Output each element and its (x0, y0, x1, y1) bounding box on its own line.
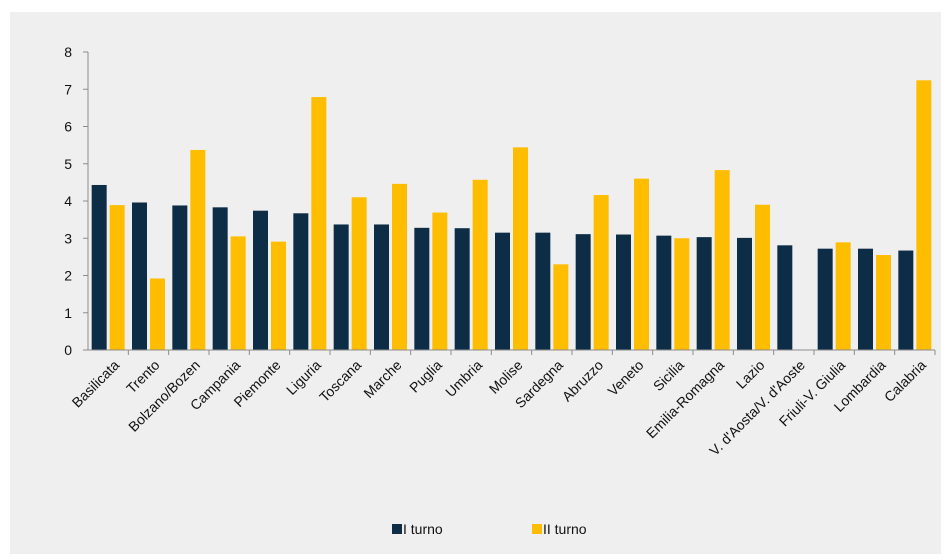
y-tick-label: 2 (64, 268, 72, 284)
y-tick-label: 6 (64, 119, 72, 135)
x-tick-label: Toscana (316, 357, 364, 405)
bar-i-turno-puglia (414, 227, 430, 350)
y-tick-label: 1 (64, 305, 72, 321)
bar-i-turno-toscana (333, 224, 349, 350)
bar-i-turno-bolzano-bozen (172, 205, 188, 350)
bar-ii-turno-calabria (916, 80, 932, 350)
bar-i-turno-lombardia (858, 248, 873, 350)
bar-i-turno-campania (212, 207, 228, 350)
x-tick-label: Marche (360, 357, 404, 401)
x-tick-label: Bolzano/Bozen (125, 357, 203, 435)
bar-i-turno-emilia-romagna (696, 237, 712, 350)
x-tick-label: Calabria (881, 357, 929, 405)
bar-i-turno-calabria (898, 250, 914, 350)
x-tick-label: Veneto (604, 357, 646, 399)
bar-i-turno-abruzzo (575, 234, 591, 350)
y-tick-label: 7 (64, 81, 72, 97)
bar-ii-turno-umbria (472, 179, 488, 350)
bar-i-turno-umbria (454, 228, 470, 350)
legend-label: I turno (403, 521, 443, 537)
y-tick-label: 4 (64, 193, 72, 209)
x-tick-label: Sicilia (650, 357, 687, 394)
bar-ii-turno-molise (513, 147, 528, 350)
x-tick-label: Puglia (406, 357, 445, 396)
bar-i-turno-molise (495, 232, 510, 350)
x-axis: Basilicata TrentoBolzano/BozenCampaniaPie… (69, 349, 936, 459)
bar-ii-turno-emilia-romagna (714, 170, 730, 350)
legend-label: II turno (543, 521, 587, 537)
y-tick-label: 8 (64, 44, 72, 60)
bar-chart: 0 1 2 3 4 5 6 7 8 Basilicata TrentoBolzano/BozenC… (64, 44, 936, 537)
bar-i-turno-veneto (616, 234, 631, 350)
x-tick-label: Umbria (442, 357, 485, 400)
bar-ii-turno-liguria (311, 97, 327, 350)
bar-ii-turno-trento (150, 278, 165, 350)
bar-ii-turno-puglia (432, 212, 448, 350)
bar-ii-turno-basilicata (109, 205, 125, 350)
bar-ii-turno-toscana (351, 197, 367, 350)
y-axis: 0 1 2 3 4 5 6 7 8 (64, 44, 89, 358)
bar-i-turno-sicilia (656, 235, 672, 350)
bar-i-turno-v-d-aosta-v-d-aoste (777, 245, 793, 350)
bar-i-turno-liguria (293, 213, 309, 350)
bar-ii-turno-lombardia (876, 255, 891, 350)
y-tick-label: 5 (64, 156, 72, 172)
bar-ii-turno-sicilia (674, 238, 690, 350)
legend-swatch (392, 524, 402, 534)
bar-i-turno-piemonte (253, 210, 268, 350)
bar-i-turno-basilicata (91, 184, 107, 350)
y-tick-label: 3 (64, 230, 72, 246)
bar-ii-turno-campania (230, 236, 246, 350)
bar-ii-turno-marche (392, 183, 407, 350)
legend: I turno II turno (392, 521, 587, 537)
bar-i-turno-friuli-v-giulia (817, 248, 833, 350)
bar-ii-turno-bolzano-bozen (190, 149, 206, 350)
bar-i-turno-trento (132, 202, 147, 350)
bar-ii-turno-veneto (634, 178, 649, 350)
bar-ii-turno-piemonte (271, 241, 286, 350)
bars (91, 80, 932, 350)
bar-ii-turno-friuli-v-giulia (835, 242, 851, 350)
bar-i-turno-sardegna (535, 232, 551, 350)
bar-i-turno-lazio (737, 237, 752, 350)
y-tick-label: 0 (64, 342, 72, 358)
legend-swatch (532, 524, 542, 534)
x-tick-label: Basilicata (69, 357, 123, 411)
x-tick-label: Abruzzo (559, 357, 607, 405)
bar-ii-turno-abruzzo (593, 195, 609, 350)
bar-i-turno-marche (374, 224, 389, 350)
x-tick-label: Lazio (733, 357, 768, 392)
chart-panel: 0 1 2 3 4 5 6 7 8 Basilicata Trento Bolzano/Bozen C… (10, 12, 941, 554)
bar-ii-turno-sardegna (553, 264, 569, 350)
bar-ii-turno-lazio (755, 204, 770, 350)
